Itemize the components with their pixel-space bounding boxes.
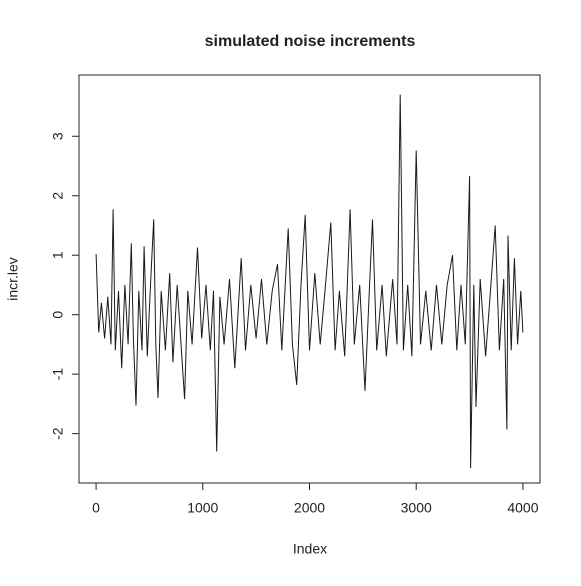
x-tick-label: 2000 xyxy=(294,500,325,516)
x-tick-label: 0 xyxy=(92,500,100,516)
y-axis-label: incr.lev xyxy=(5,257,21,301)
y-tick-label: -2 xyxy=(50,427,66,440)
chart-title: simulated noise increments xyxy=(205,33,416,50)
y-tick-label: 0 xyxy=(50,311,66,319)
x-tick-label: 3000 xyxy=(401,500,432,516)
y-tick-label: 1 xyxy=(50,251,66,259)
x-axis-label: Index xyxy=(293,541,327,557)
y-tick-label: -1 xyxy=(50,368,66,381)
x-tick-label: 1000 xyxy=(187,500,218,516)
y-tick-label: 2 xyxy=(50,192,66,200)
y-tick-label: 3 xyxy=(50,132,66,140)
x-tick-label: 4000 xyxy=(507,500,538,516)
noise-line xyxy=(95,94,524,469)
